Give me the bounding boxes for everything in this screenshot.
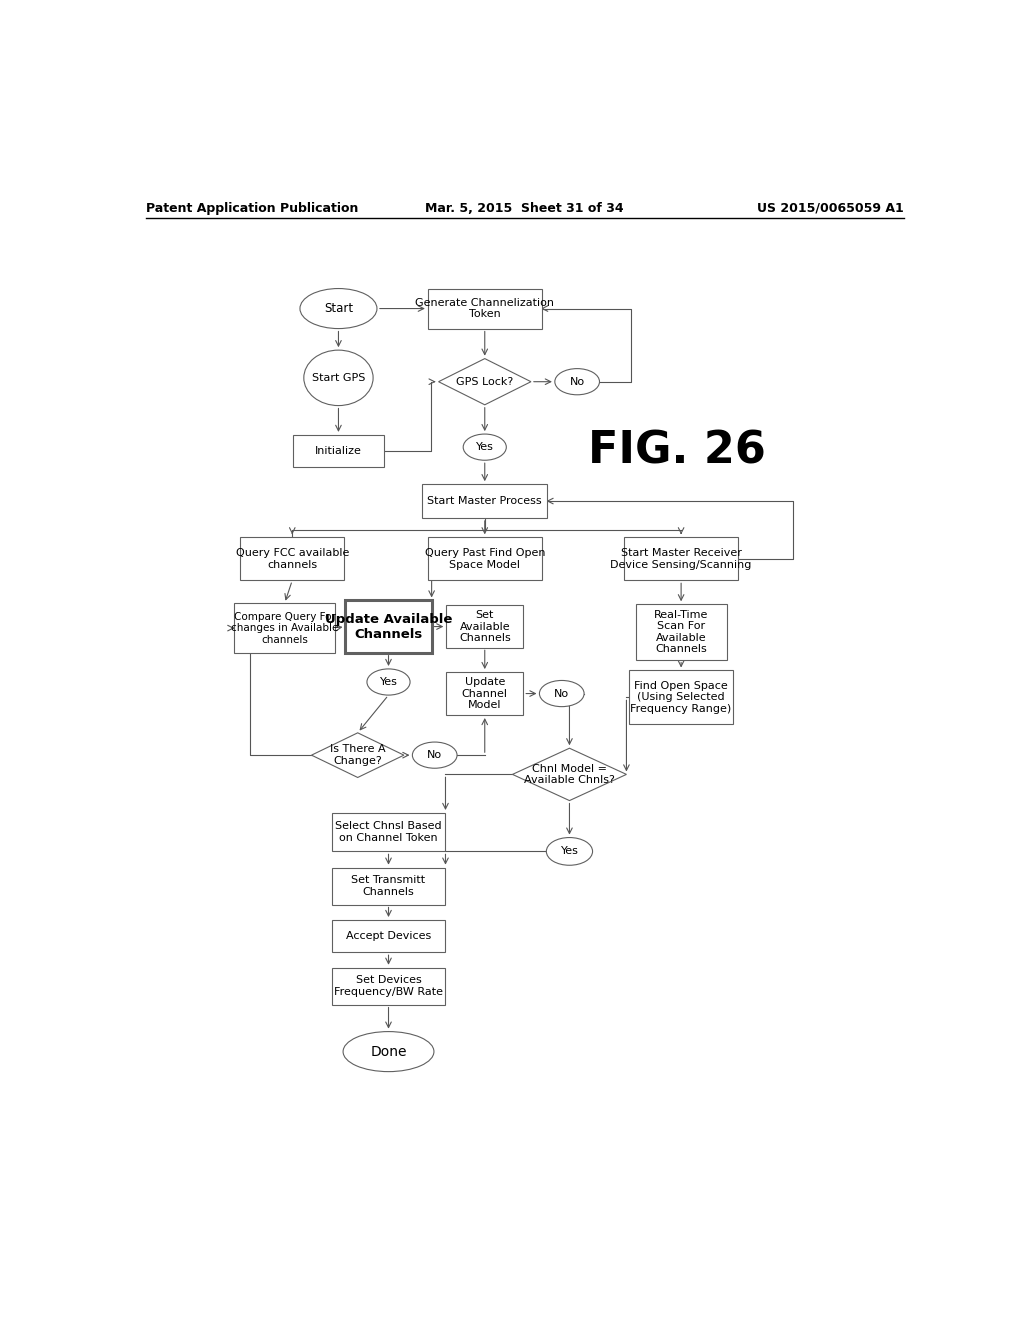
Text: GPS Lock?: GPS Lock? — [456, 376, 513, 387]
FancyBboxPatch shape — [446, 672, 523, 715]
Text: Set
Available
Channels: Set Available Channels — [459, 610, 511, 643]
Text: Accept Devices: Accept Devices — [346, 931, 431, 941]
Ellipse shape — [547, 837, 593, 866]
Text: Query FCC available
channels: Query FCC available channels — [236, 548, 349, 570]
Text: FIG. 26: FIG. 26 — [589, 429, 766, 473]
FancyBboxPatch shape — [428, 537, 542, 581]
Text: Start Master Process: Start Master Process — [427, 496, 542, 506]
Text: Is There A
Change?: Is There A Change? — [330, 744, 385, 766]
Text: Set Devices
Frequency/BW Rate: Set Devices Frequency/BW Rate — [334, 975, 443, 997]
Text: Set Transmitt
Channels: Set Transmitt Channels — [351, 875, 426, 896]
Text: Start GPS: Start GPS — [311, 372, 366, 383]
Polygon shape — [311, 733, 403, 777]
FancyBboxPatch shape — [629, 671, 733, 725]
Polygon shape — [438, 359, 531, 405]
Ellipse shape — [367, 669, 410, 696]
Ellipse shape — [555, 368, 599, 395]
FancyBboxPatch shape — [422, 484, 547, 517]
Text: Start Master Receiver
Device Sensing/Scanning: Start Master Receiver Device Sensing/Sca… — [610, 548, 752, 570]
Text: Real-Time
Scan For
Available
Channels: Real-Time Scan For Available Channels — [654, 610, 709, 655]
FancyBboxPatch shape — [345, 601, 432, 653]
Text: Initialize: Initialize — [315, 446, 361, 455]
Polygon shape — [512, 748, 627, 800]
Text: Compare Query For
changes in Available
channels: Compare Query For changes in Available c… — [230, 611, 338, 644]
Text: No: No — [569, 376, 585, 387]
Text: Yes: Yes — [560, 846, 579, 857]
FancyBboxPatch shape — [332, 920, 445, 952]
Text: Select Chnsl Based
on Channel Token: Select Chnsl Based on Channel Token — [335, 821, 441, 843]
FancyBboxPatch shape — [636, 605, 727, 660]
Text: Done: Done — [371, 1044, 407, 1059]
Text: Find Open Space
(Using Selected
Frequency Range): Find Open Space (Using Selected Frequenc… — [631, 681, 732, 714]
FancyBboxPatch shape — [233, 603, 336, 653]
Text: Start: Start — [324, 302, 353, 315]
Ellipse shape — [343, 1032, 434, 1072]
FancyBboxPatch shape — [428, 289, 542, 329]
FancyBboxPatch shape — [332, 968, 445, 1005]
Text: Update Available
Channels: Update Available Channels — [325, 612, 453, 640]
Text: Generate Channelization
Token: Generate Channelization Token — [416, 298, 554, 319]
FancyBboxPatch shape — [625, 537, 738, 581]
Ellipse shape — [413, 742, 457, 768]
Text: Query Past Find Open
Space Model: Query Past Find Open Space Model — [425, 548, 545, 570]
Text: Patent Application Publication: Patent Application Publication — [146, 202, 358, 215]
FancyBboxPatch shape — [332, 867, 445, 904]
FancyBboxPatch shape — [241, 537, 344, 581]
FancyBboxPatch shape — [293, 434, 384, 467]
Text: Mar. 5, 2015  Sheet 31 of 34: Mar. 5, 2015 Sheet 31 of 34 — [426, 202, 624, 215]
FancyBboxPatch shape — [446, 606, 523, 648]
Text: Update
Channel
Model: Update Channel Model — [462, 677, 508, 710]
Text: US 2015/0065059 A1: US 2015/0065059 A1 — [757, 202, 903, 215]
FancyBboxPatch shape — [332, 813, 445, 851]
Text: Yes: Yes — [380, 677, 397, 686]
Text: Yes: Yes — [476, 442, 494, 453]
Text: Chnl Model =
Available Chnls?: Chnl Model = Available Chnls? — [524, 763, 614, 785]
Text: No: No — [427, 750, 442, 760]
Ellipse shape — [300, 289, 377, 329]
Ellipse shape — [463, 434, 506, 461]
Text: No: No — [554, 689, 569, 698]
Ellipse shape — [540, 681, 584, 706]
Ellipse shape — [304, 350, 373, 405]
